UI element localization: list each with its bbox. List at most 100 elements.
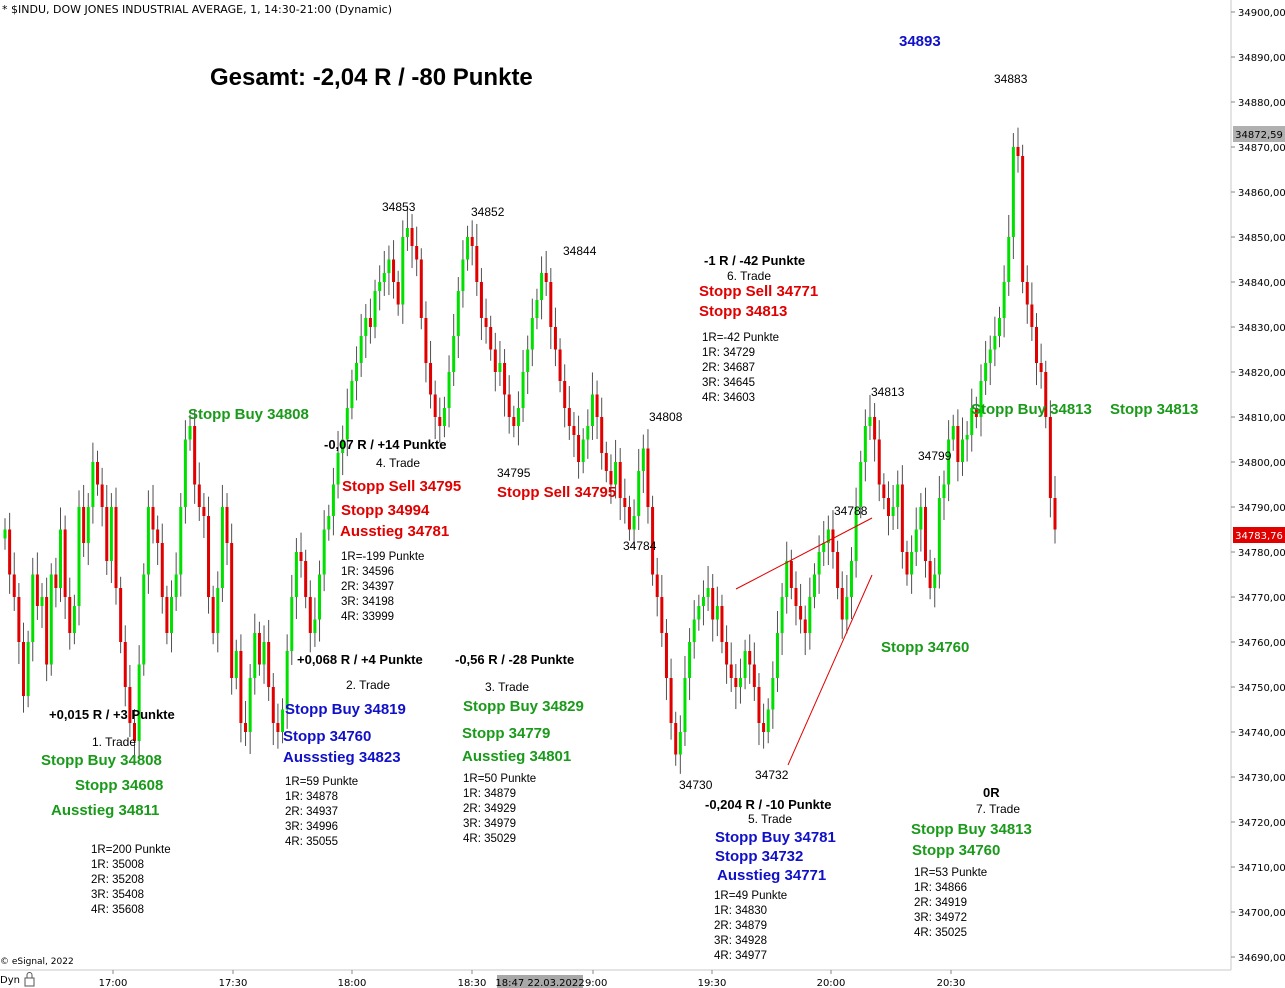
y-tick-label: 34710,00 (1238, 863, 1285, 874)
candle-up (993, 336, 997, 350)
candle-up (826, 529, 830, 543)
copyright: © eSignal, 2022 (0, 957, 74, 967)
x-tick-label: 18:00 (338, 978, 367, 988)
candle-down (82, 507, 86, 543)
trade5-stats: 1R=49 Punkte 1R: 34830 2R: 34879 3R: 34928 4… (714, 890, 788, 962)
trade1-result: +0,015 R / +3 Punkte (49, 707, 175, 722)
candle-up (910, 552, 914, 575)
candle-up (31, 574, 35, 642)
peak-label: 34795 (497, 466, 531, 480)
stop-34760-label: Stopp 34760 (881, 639, 970, 656)
trade2-label: 2. Trade (346, 678, 391, 692)
candle-down (479, 282, 483, 318)
candle-down (664, 633, 668, 678)
trade7-stop: Stopp 34760 (912, 842, 1001, 859)
candle-up (72, 606, 76, 633)
candle-up (771, 678, 775, 710)
candle-up (401, 237, 405, 305)
candle-up (706, 588, 710, 597)
peak-label: 34730 (679, 778, 713, 792)
candle-up (692, 619, 696, 642)
y-ticks: 34900,00 34890,00 34880,00 34870,00 34860,00… (1231, 8, 1285, 964)
candle-down (156, 529, 160, 543)
trade7-stats: 1R=53 Punkte 1R: 34866 2R: 34919 3R: 34972 4… (914, 867, 988, 939)
candle-up (1002, 282, 1006, 318)
candle-up (3, 529, 7, 539)
candle-up (637, 471, 641, 516)
y-tick-label: 34790,00 (1238, 503, 1285, 514)
candle-up (109, 507, 113, 561)
trade5-stop: Stopp 34732 (715, 848, 804, 865)
x-tick-label: 18:30 (458, 978, 487, 988)
candle-down (489, 327, 493, 350)
candle-down (905, 552, 909, 575)
candle-up (614, 462, 618, 485)
chart-header-title: * $INDU, DOW JONES INDUSTRIAL AVERAGE, 1… (2, 3, 393, 16)
wedge-upper-line (735, 517, 873, 590)
candle-down (119, 588, 123, 642)
last-price-label: 34783,76 (1235, 531, 1283, 542)
candle-up (715, 606, 719, 620)
candle-up (294, 552, 298, 597)
candle-down (96, 462, 100, 485)
candle-down (1053, 498, 1057, 530)
trade1-exit: Ausstieg 34811 (51, 802, 160, 819)
x-tick-label: 17:00 (99, 978, 128, 988)
candle-up (137, 664, 141, 741)
candle-up (581, 439, 585, 462)
candle-up (498, 363, 502, 372)
candle-down (193, 426, 197, 485)
candle-down (1044, 372, 1048, 417)
peak-label: 34784 (623, 539, 657, 553)
candle-up (701, 597, 705, 606)
candle-down (202, 507, 206, 516)
candle-down (484, 318, 488, 327)
candle-up (947, 439, 951, 485)
candle-up (863, 426, 867, 462)
candle-down (1016, 147, 1020, 156)
candle-down (438, 417, 442, 426)
candle-up (262, 642, 266, 665)
trade3-stop: Stopp 34779 (462, 725, 551, 742)
candle-up (456, 291, 460, 336)
candle-down (160, 543, 164, 597)
trade6-stop: Stopp 34813 (699, 303, 788, 320)
candle-up (179, 507, 183, 575)
trade4-stats: 1R=-199 Punkte 1R: 34596 2R: 34397 3R: 3419… (341, 551, 425, 623)
candle-down (392, 259, 396, 282)
candle-down (886, 498, 890, 516)
candle-up (248, 678, 252, 732)
candle-up (766, 709, 770, 732)
y-tick-label: 34780,00 (1238, 548, 1285, 559)
candle-down (45, 597, 49, 665)
candle-down (211, 597, 215, 633)
cursor-time-label: 18:47 22.03.2022 (495, 975, 585, 988)
y-tick-label: 34720,00 (1238, 818, 1285, 829)
trade3-exit: Ausstieg 34801 (462, 748, 572, 765)
candle-up (526, 349, 530, 372)
trade7-label: 7. Trade (976, 802, 1021, 816)
candle-up (26, 642, 30, 696)
candle-down (762, 723, 766, 732)
candle-up (780, 597, 784, 633)
peak-label: 34813 (871, 385, 905, 399)
trade4-entry-mid: Stopp Sell 34795 (497, 484, 617, 501)
trade1-stop: Stopp 34608 (75, 777, 164, 794)
candle-up (997, 318, 1001, 336)
chart-title: Gesamt: -2,04 R / -80 Punkte (210, 64, 533, 91)
trendlines (735, 517, 873, 766)
y-tick-label: 34820,00 (1238, 368, 1285, 379)
candle-up (253, 633, 257, 678)
candle-up (452, 336, 456, 372)
candle-down (114, 507, 118, 588)
candle-up (91, 462, 95, 507)
candle-down (410, 228, 414, 246)
candle-up (345, 408, 349, 440)
candle-up (845, 597, 849, 620)
candle-down (900, 484, 904, 552)
candle-down (748, 651, 752, 665)
candle-down (956, 426, 960, 462)
candle-up (341, 439, 345, 453)
candle-up (683, 678, 687, 732)
dyn-label[interactable]: Dyn (0, 975, 20, 986)
